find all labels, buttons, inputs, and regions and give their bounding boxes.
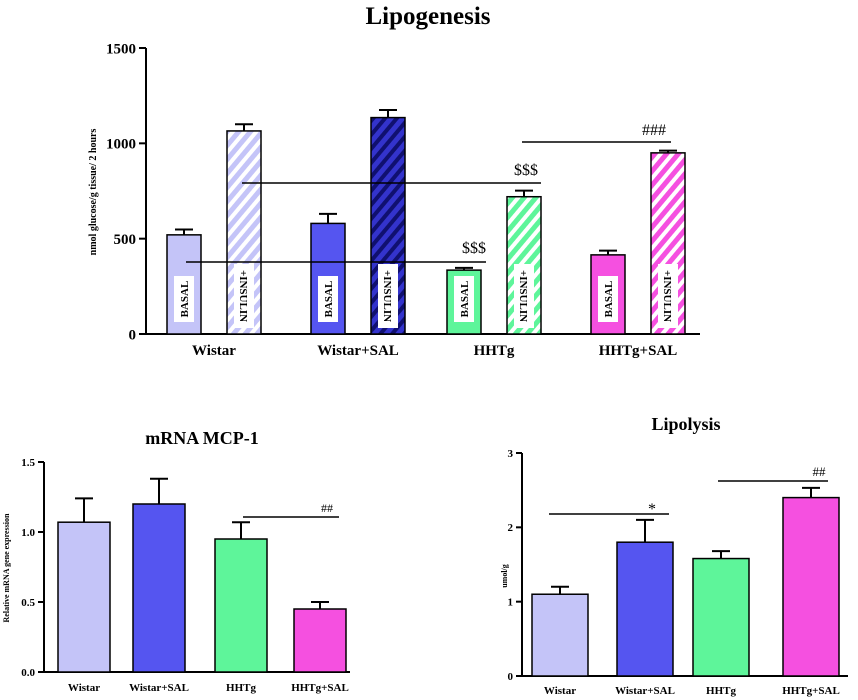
sig-label-hhtg-sal: ### xyxy=(642,122,666,139)
insulin-label: +INSULIN xyxy=(237,270,249,322)
y-tick-label: 0 xyxy=(129,327,137,343)
insulin-label-box xyxy=(234,264,254,328)
y-tick-label: 0.0 xyxy=(21,667,35,679)
insulin-label-box xyxy=(514,264,534,328)
sig-label-insulin: $$$ xyxy=(514,162,538,179)
basal-label-box xyxy=(454,276,474,322)
x-category-label: Wistar+SAL xyxy=(317,343,399,359)
bar xyxy=(293,608,347,673)
insulin-label: +INSULIN xyxy=(381,270,393,322)
basal-label: BASAL xyxy=(323,281,335,318)
bar xyxy=(782,496,840,677)
lipolysis-sig-label-hash: ## xyxy=(813,464,827,479)
lipolysis-y-label: umol/g xyxy=(500,564,509,588)
x-category-label: HHTg xyxy=(474,343,515,359)
basal-label-box xyxy=(318,276,338,322)
lipolysis-annotations: * ## xyxy=(549,464,828,518)
x-category-label: HHTg xyxy=(706,685,736,697)
lipolysis-bars xyxy=(531,486,840,677)
y-tick-label: 1500 xyxy=(106,41,136,57)
y-tick-label: 500 xyxy=(114,232,137,248)
x-category-label: Wistar xyxy=(192,343,236,359)
insulin-label-box xyxy=(378,264,398,328)
basal-label: BASAL xyxy=(603,281,615,318)
y-tick-label: 0.5 xyxy=(21,597,35,609)
x-category-label: HHTg+SAL xyxy=(599,343,678,359)
y-tick-label: 0 xyxy=(508,671,514,683)
lipolysis-chart: Lipolysis umol/g 0 1 2 3 Wistar Wistar+SAL HHT… xyxy=(500,414,848,697)
mcp1-title: mRNA MCP-1 xyxy=(145,428,258,448)
insulin-label: +INSULIN xyxy=(661,270,673,322)
lipogenesis-chart: Lipogenesis nmol glucose/g tissue/ 2 hou… xyxy=(88,3,700,359)
lipogenesis-bars: BASAL +INSULIN BASAL +INSULIN BASAL +INSULIN B… xyxy=(166,108,686,335)
y-tick-label: 1.0 xyxy=(21,527,35,539)
basal-label: BASAL xyxy=(459,281,471,318)
bar xyxy=(57,521,111,673)
x-category-label: Wistar+SAL xyxy=(615,685,675,697)
lipolysis-title: Lipolysis xyxy=(651,414,720,434)
bar xyxy=(692,557,750,677)
lipogenesis-annotations: $$$ $$$ ### xyxy=(186,122,671,263)
basal-label-box xyxy=(174,276,194,322)
mcp1-sig-label: ## xyxy=(321,501,333,515)
mcp1-chart: mRNA MCP-1 Relative mRNA gene expression… xyxy=(2,428,350,694)
mcp1-y-label: Relative mRNA gene expression xyxy=(2,513,11,623)
lipolysis-sig-label-star: * xyxy=(648,501,656,518)
insulin-label: +INSULIN xyxy=(517,270,529,322)
lipogenesis-axes: 0 500 1000 1500 Wistar Wistar+SAL HHTg HHTg+SAL xyxy=(106,41,700,359)
x-category-label: HHTg+SAL xyxy=(782,685,840,697)
lipogenesis-y-label: nmol glucose/g tissue/ 2 hours xyxy=(88,129,99,256)
lipogenesis-title: Lipogenesis xyxy=(365,3,490,30)
bar xyxy=(132,503,186,673)
bar xyxy=(214,538,268,673)
mcp1-annotations: ## xyxy=(243,501,339,518)
y-tick-label: 2 xyxy=(508,522,514,534)
basal-label-box xyxy=(598,276,618,322)
y-tick-label: 1 xyxy=(508,597,514,609)
bar xyxy=(531,593,589,677)
y-tick-label: 1.5 xyxy=(21,457,35,469)
x-category-label: HHTg+SAL xyxy=(291,682,349,694)
x-category-label: Wistar+SAL xyxy=(129,682,189,694)
bar-insulin xyxy=(370,116,406,335)
bar xyxy=(616,541,674,677)
x-category-label: Wistar xyxy=(68,682,100,694)
y-tick-label: 3 xyxy=(508,448,514,460)
x-category-label: Wistar xyxy=(544,685,576,697)
basal-label: BASAL xyxy=(179,281,191,318)
x-category-label: HHTg xyxy=(226,682,256,694)
mcp1-bars xyxy=(57,477,347,673)
insulin-label-box xyxy=(658,264,678,328)
y-tick-label: 1000 xyxy=(106,137,136,153)
sig-label-basal: $$$ xyxy=(462,240,486,257)
